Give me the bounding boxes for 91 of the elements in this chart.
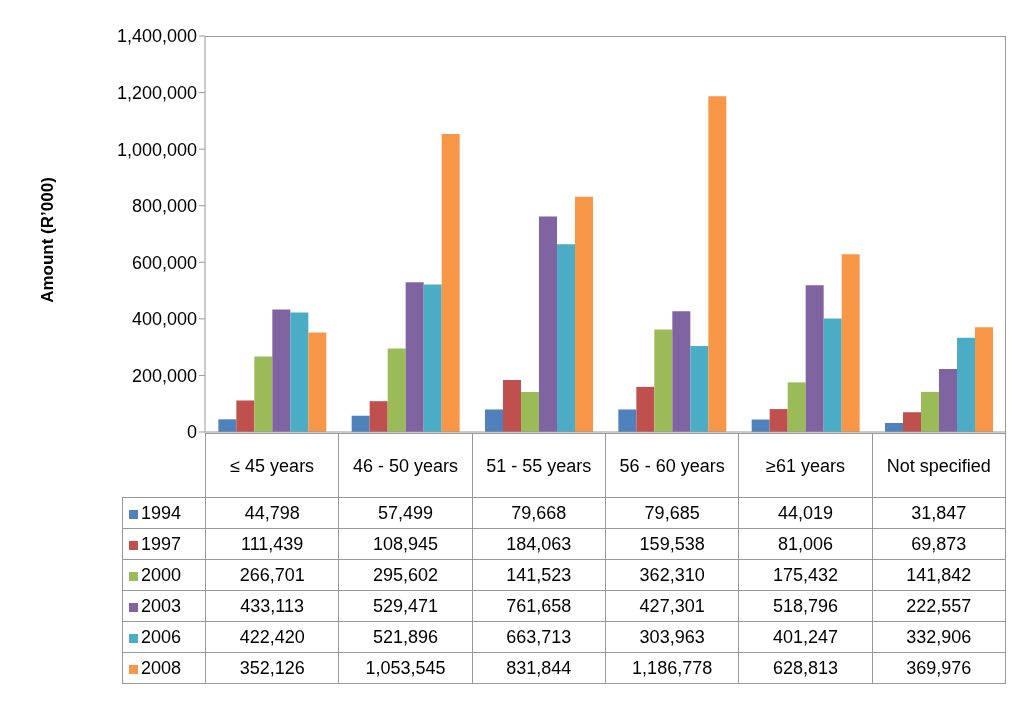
data-label: 303,963 (605, 621, 739, 653)
bar (841, 254, 860, 432)
data-label: 184,063 (472, 528, 606, 560)
bar (441, 134, 460, 432)
bar (672, 311, 691, 432)
bar (957, 337, 975, 432)
y-tick-label: 800,000 (131, 196, 197, 217)
data-label: 108,945 (338, 528, 473, 560)
x-tick-label: Not specified (872, 433, 1006, 498)
data-label: 433,113 (205, 590, 339, 622)
bar (769, 409, 788, 432)
bar (708, 96, 727, 432)
bar (575, 196, 593, 432)
legend-label: 2000 (122, 559, 206, 591)
bar (805, 285, 824, 432)
x-tick-label: 56 - 60 years (605, 433, 739, 498)
bar (369, 401, 388, 432)
y-tick-label: 1,200,000 (116, 82, 197, 103)
bar (939, 369, 957, 432)
legend-label: 2008 (122, 652, 206, 684)
data-label: 529,471 (338, 590, 473, 622)
data-label: 69,873 (872, 528, 1006, 560)
data-label: 159,538 (605, 528, 739, 560)
data-label: 369,976 (872, 652, 1006, 684)
y-tick-label: 400,000 (131, 309, 197, 330)
x-tick-label: 46 - 50 years (338, 433, 473, 498)
x-tick-label: ≤ 45 years (205, 433, 339, 498)
bar (308, 332, 327, 432)
data-label: 79,685 (605, 497, 739, 529)
data-label: 141,523 (472, 559, 606, 591)
legend-label: 1997 (122, 528, 206, 560)
y-tick-label: 0 (186, 422, 197, 443)
data-label: 332,906 (872, 621, 1006, 653)
bar (218, 419, 237, 432)
data-label: 1,053,545 (338, 652, 473, 684)
bar (618, 409, 637, 432)
bar (351, 415, 370, 432)
bar (521, 391, 539, 432)
y-tick-label: 200,000 (131, 365, 197, 386)
y-tick-label: 1,000,000 (116, 139, 197, 160)
data-label: 628,813 (738, 652, 873, 684)
legend-label: 2003 (122, 590, 206, 622)
data-label: 266,701 (205, 559, 339, 591)
bar (387, 348, 406, 432)
bar (557, 244, 575, 432)
data-label: 111,439 (205, 528, 339, 560)
data-label: 401,247 (738, 621, 873, 653)
bar (975, 327, 993, 432)
bar (539, 216, 557, 432)
data-label: 362,310 (605, 559, 739, 591)
bar (254, 356, 273, 432)
bar (636, 386, 655, 432)
bar (423, 284, 442, 432)
x-tick-label: ≥61 years (738, 433, 873, 498)
y-tick-label: 1,400,000 (116, 26, 197, 47)
data-label: 518,796 (738, 590, 873, 622)
bar (236, 400, 255, 432)
data-label: 141,842 (872, 559, 1006, 591)
data-label: 663,713 (472, 621, 606, 653)
bar (272, 309, 291, 432)
data-label: 175,432 (738, 559, 873, 591)
bar (503, 379, 521, 432)
bar (290, 312, 309, 432)
data-label: 57,499 (338, 497, 473, 529)
bar (654, 329, 673, 432)
bar (405, 282, 424, 432)
data-label: 44,798 (205, 497, 339, 529)
bar (903, 412, 921, 432)
bar (921, 391, 939, 432)
data-label: 831,844 (472, 652, 606, 684)
y-axis-title: Amount (R’000) (38, 177, 58, 303)
data-label: 222,557 (872, 590, 1006, 622)
data-label: 295,602 (338, 559, 473, 591)
x-tick-label: 51 - 55 years (472, 433, 606, 498)
data-label: 761,658 (472, 590, 606, 622)
y-tick-label: 600,000 (131, 252, 197, 273)
data-label: 521,896 (338, 621, 473, 653)
bar (690, 346, 709, 432)
data-label: 1,186,778 (605, 652, 739, 684)
data-label: 427,301 (605, 590, 739, 622)
data-label: 79,668 (472, 497, 606, 529)
legend-label: 1994 (122, 497, 206, 529)
data-label: 31,847 (872, 497, 1006, 529)
data-label: 81,006 (738, 528, 873, 560)
data-label: 352,126 (205, 652, 339, 684)
bar (787, 382, 806, 432)
data-label: 422,420 (205, 621, 339, 653)
data-label: 44,019 (738, 497, 873, 529)
legend-label: 2006 (122, 621, 206, 653)
bar (485, 409, 503, 432)
bar (823, 318, 842, 432)
